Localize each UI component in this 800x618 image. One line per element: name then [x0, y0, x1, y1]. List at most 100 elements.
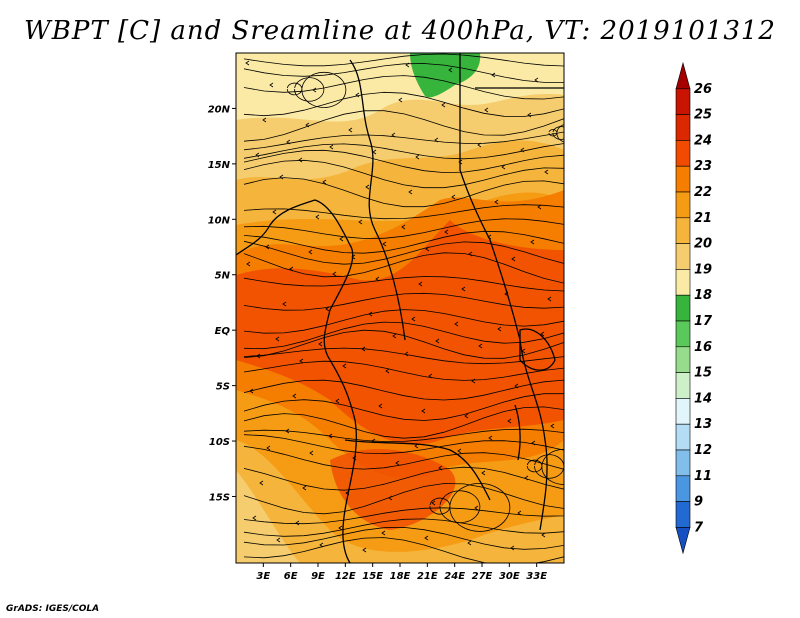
streamline-arrow [312, 87, 317, 93]
lon-tick-label: 21E [417, 571, 438, 582]
streamline-arrow [474, 505, 479, 511]
streamline-arrow [348, 127, 353, 133]
lon-tick-label: 12E [335, 571, 356, 582]
streamline-arrow [411, 316, 416, 322]
colorbar-segment [675, 140, 691, 167]
lon-tick-label: 30E [499, 571, 520, 582]
streamline [243, 309, 564, 334]
streamline-arrow [444, 229, 449, 235]
streamline-arrow [488, 435, 493, 441]
lat-tick-label: 15S [209, 492, 230, 503]
streamline-arrow [332, 271, 337, 277]
colorbar-segment [675, 398, 691, 425]
lon-tick-label: 3E [256, 571, 270, 582]
colorbar-level-label: 21 [694, 211, 712, 226]
streamline [243, 347, 564, 365]
streamline-arrow [388, 495, 393, 501]
streamline-arrow [339, 236, 344, 242]
colorbar-segment [675, 165, 691, 193]
colorbar-segment [675, 269, 691, 296]
streamline [243, 230, 564, 254]
coastlines [236, 53, 564, 563]
colorbar-segment [675, 346, 691, 373]
streamline-arrow [517, 510, 522, 516]
streamline-arrow [246, 261, 251, 267]
colorbar-segment [675, 320, 691, 348]
streamline-arrow [292, 393, 297, 399]
streamline-arrow [431, 500, 436, 506]
colorbar-segment [675, 88, 691, 115]
colorbar-level-label: 18 [694, 288, 712, 303]
streamline [243, 526, 564, 550]
colorbar-level-label: 19 [694, 262, 712, 277]
west-coast [236, 199, 358, 563]
streamline-arrow [404, 351, 409, 357]
streamline-arrow [537, 204, 542, 210]
streamline-arrow [392, 333, 397, 339]
streamline-arrow [398, 97, 403, 103]
streamline-arrow [375, 276, 380, 282]
streamline-arrow [305, 122, 310, 128]
streamline [294, 77, 325, 102]
streamline-arrow [438, 465, 443, 471]
colorbar-level-label: 17 [694, 314, 713, 329]
colorbar-level-label: 11 [694, 469, 712, 484]
colorbar-segment [675, 423, 691, 451]
streamline-arrow [527, 112, 532, 118]
streamline-arrow [448, 67, 453, 73]
streamline-arrow [391, 132, 396, 138]
streamline [243, 63, 564, 83]
streamline-arrow [275, 336, 280, 342]
lake-victoria [519, 328, 556, 371]
lat-tick-label: EQ [215, 326, 231, 337]
colorbar-segment [675, 372, 691, 399]
streamline [243, 292, 564, 311]
streamline-arrow [471, 378, 476, 384]
streamline [449, 483, 511, 532]
streamline-arrow [319, 542, 324, 548]
streamline-arrow [454, 321, 459, 327]
streamline-arrow [256, 353, 261, 359]
streamline-arrow [335, 398, 340, 404]
streamline [243, 53, 564, 67]
streamline-arrow [269, 82, 274, 88]
streamline-arrow [325, 306, 330, 312]
colorbar-level-label: 22 [694, 185, 712, 200]
streamline [243, 445, 564, 470]
streamline-arrow [501, 164, 506, 170]
streamline-arrow [308, 249, 313, 255]
streamline-arrow [285, 428, 290, 434]
streamline-arrow [520, 147, 525, 153]
streamline-arrow [507, 418, 512, 424]
streamline-arrow [531, 440, 536, 446]
colorbar-level-label: 16 [694, 340, 712, 355]
streamline [243, 428, 564, 443]
streamline-arrow [329, 144, 334, 150]
streamline-arrow [491, 72, 496, 78]
streamline-arrow [355, 92, 360, 98]
streamline-arrow [425, 246, 430, 252]
streamline-arrow [295, 520, 300, 526]
streamline-arrow [279, 174, 284, 180]
streamline-arrow [457, 448, 462, 454]
colorbar-segment [675, 61, 691, 90]
streamline-arrow [441, 102, 446, 108]
streamline [243, 149, 564, 174]
streamline [243, 406, 564, 439]
streamline-arrow [365, 184, 370, 190]
streamline-arrow [494, 199, 499, 205]
streamline-arrow [544, 169, 549, 175]
streamline-arrow [385, 368, 390, 374]
streamline [439, 490, 481, 524]
lon-tick-label: 6E [284, 571, 298, 582]
streamline-arrow [468, 251, 473, 257]
streamline-arrow [338, 525, 343, 531]
streamline-arrow [368, 311, 373, 317]
streamline-arrow [481, 470, 486, 476]
streamline-arrow [342, 363, 347, 369]
colorbar-level-label: 7 [694, 520, 704, 535]
streamline-arrow [255, 152, 260, 158]
lon-tick-label: 33E [526, 571, 547, 582]
streamline-arrow [484, 107, 489, 113]
